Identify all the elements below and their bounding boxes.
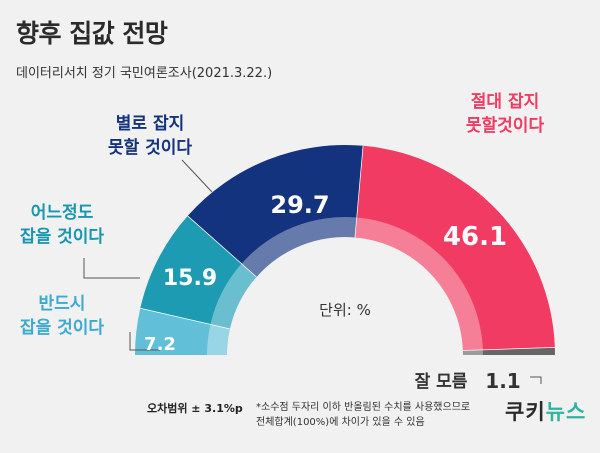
category-label-never: 못할것이다 bbox=[466, 116, 545, 136]
value-label-definitely: 7.2 bbox=[144, 334, 176, 355]
slice-inner-band-never bbox=[355, 217, 483, 351]
leader-definitely bbox=[129, 332, 160, 351]
chart-title: 향후 집값 전망 bbox=[16, 19, 168, 48]
category-label-unknown: 잘 모름 bbox=[415, 371, 468, 392]
slice-never bbox=[355, 145, 555, 351]
category-label-somewhat: 잡을 것이다 bbox=[20, 227, 104, 247]
leader-somewhat bbox=[83, 258, 140, 279]
category-label-unlikely: 못할 것이다 bbox=[108, 138, 192, 158]
category-label-definitely: 잡을 것이다 bbox=[20, 318, 104, 338]
chart-subtitle: 데이터리서치 정기 국민여론조사(2021.3.22.) bbox=[16, 66, 273, 81]
value-label-unknown: 1.1 bbox=[485, 369, 520, 393]
logo-part-1: 쿠키 bbox=[505, 400, 546, 424]
publisher-logo: 쿠키뉴스 bbox=[505, 396, 586, 426]
footnote-note: *소수점 두자리 이하 반올림된 수치를 사용했으므로 전체합계(100%)에 … bbox=[256, 400, 516, 430]
slice-inner-band-somewhat bbox=[210, 263, 257, 329]
category-label-unlikely: 별로 잡지 bbox=[116, 114, 184, 134]
logo-part-2: 뉴스 bbox=[545, 400, 587, 424]
category-label-definitely: 반드시 bbox=[39, 294, 86, 314]
category-label-never: 절대 잡지 bbox=[471, 91, 539, 112]
slice-inner-band-unlikely bbox=[241, 217, 358, 277]
value-label-unlikely: 29.7 bbox=[270, 191, 329, 219]
category-label-somewhat: 어느정도 bbox=[31, 203, 94, 223]
slice-inner-band-definitely bbox=[207, 324, 231, 355]
footnote-line: *소수점 두자리 이하 반올림된 수치를 사용했으므로 bbox=[256, 402, 471, 413]
slice-inner-band-unknown bbox=[462, 350, 483, 355]
footnote-line: 전체합계(100%)에 차이가 있을 수 있음 bbox=[256, 417, 425, 428]
unit-label: 단위: % bbox=[319, 301, 371, 319]
slice-unlikely bbox=[187, 145, 364, 277]
slice-somewhat bbox=[140, 215, 257, 329]
leader-unlikely bbox=[181, 159, 213, 193]
margin-of-error: 오차범위 ± 3.1%p bbox=[147, 402, 243, 415]
slice-unknown bbox=[462, 347, 555, 355]
value-label-somewhat: 15.9 bbox=[163, 266, 217, 291]
leader-unknown bbox=[530, 376, 542, 384]
slice-definitely bbox=[135, 307, 231, 355]
value-label-never: 46.1 bbox=[443, 222, 507, 252]
